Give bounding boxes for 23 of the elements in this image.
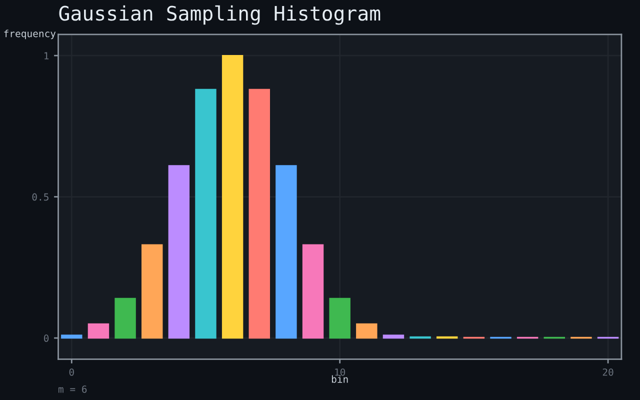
x-tick-label: 0	[69, 368, 74, 376]
bar	[61, 334, 82, 339]
bar	[356, 323, 378, 339]
bar	[222, 55, 244, 339]
y-axis-title: frequency	[4, 30, 56, 40]
bar	[114, 298, 136, 339]
y-tick-label: 0	[44, 334, 49, 342]
x-tick-label: 10	[335, 368, 346, 376]
bar	[195, 88, 216, 339]
chart-title: Gaussian Sampling Histogram	[59, 5, 380, 25]
bar	[276, 165, 297, 339]
text: m = 6	[58, 385, 87, 393]
bar	[329, 298, 350, 339]
bar	[168, 165, 190, 339]
x-axis-title: bin	[332, 375, 348, 383]
bar	[141, 244, 163, 339]
x-tick-label: 20	[602, 368, 614, 376]
bar	[248, 88, 270, 339]
bar	[382, 334, 404, 339]
bar	[302, 244, 324, 339]
bar	[88, 323, 110, 339]
y-tick-label: 0.5	[32, 193, 48, 201]
y-tick-label: 1	[44, 52, 49, 60]
